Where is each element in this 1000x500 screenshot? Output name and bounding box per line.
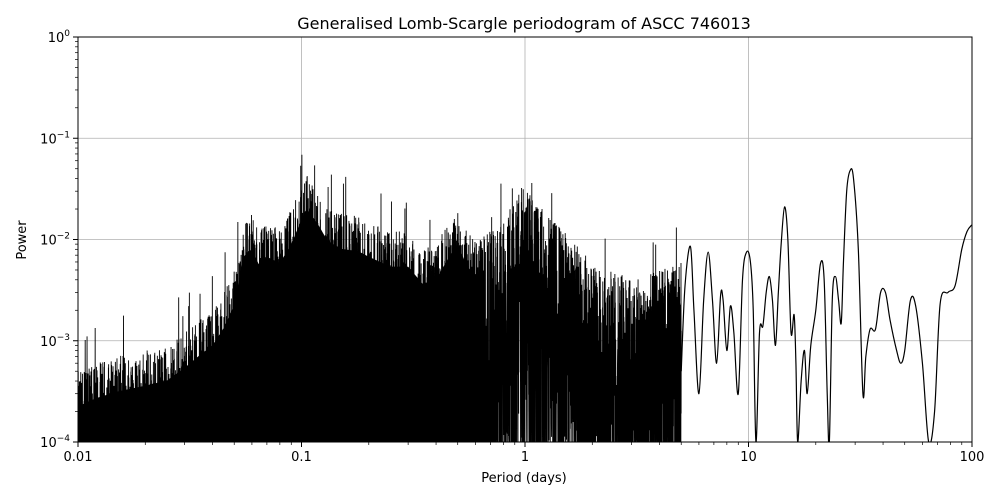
periodogram-smooth-line	[680, 168, 972, 442]
y-tick-label: 10−2	[40, 232, 70, 249]
periodogram-dense-line	[78, 154, 682, 442]
x-axis-label: Period (days)	[481, 471, 567, 486]
x-tick-label: 1	[521, 450, 529, 465]
x-tick-label: 0.01	[64, 450, 93, 465]
x-tick-label: 0.1	[291, 450, 312, 465]
plot-frame	[77, 36, 973, 443]
periodogram-dense-fill	[78, 209, 484, 442]
chart-title: Generalised Lomb-Scargle periodogram of …	[297, 14, 751, 33]
series-layer	[680, 168, 972, 442]
y-tick-label: 10−4	[40, 434, 70, 451]
ticks-layer: 0.01 0.1 1 10 100 10−4 10−3 10−2 10−1 100	[40, 29, 984, 465]
y-tick-label: 10−3	[40, 333, 70, 350]
y-tick-label: 100	[48, 29, 71, 46]
x-tick-label: 10	[740, 450, 757, 465]
x-tick-label: 100	[960, 450, 985, 465]
y-axis-label: Power	[15, 220, 30, 260]
y-tick-label: 10−1	[40, 130, 70, 147]
noise-floor-layer	[78, 154, 682, 442]
